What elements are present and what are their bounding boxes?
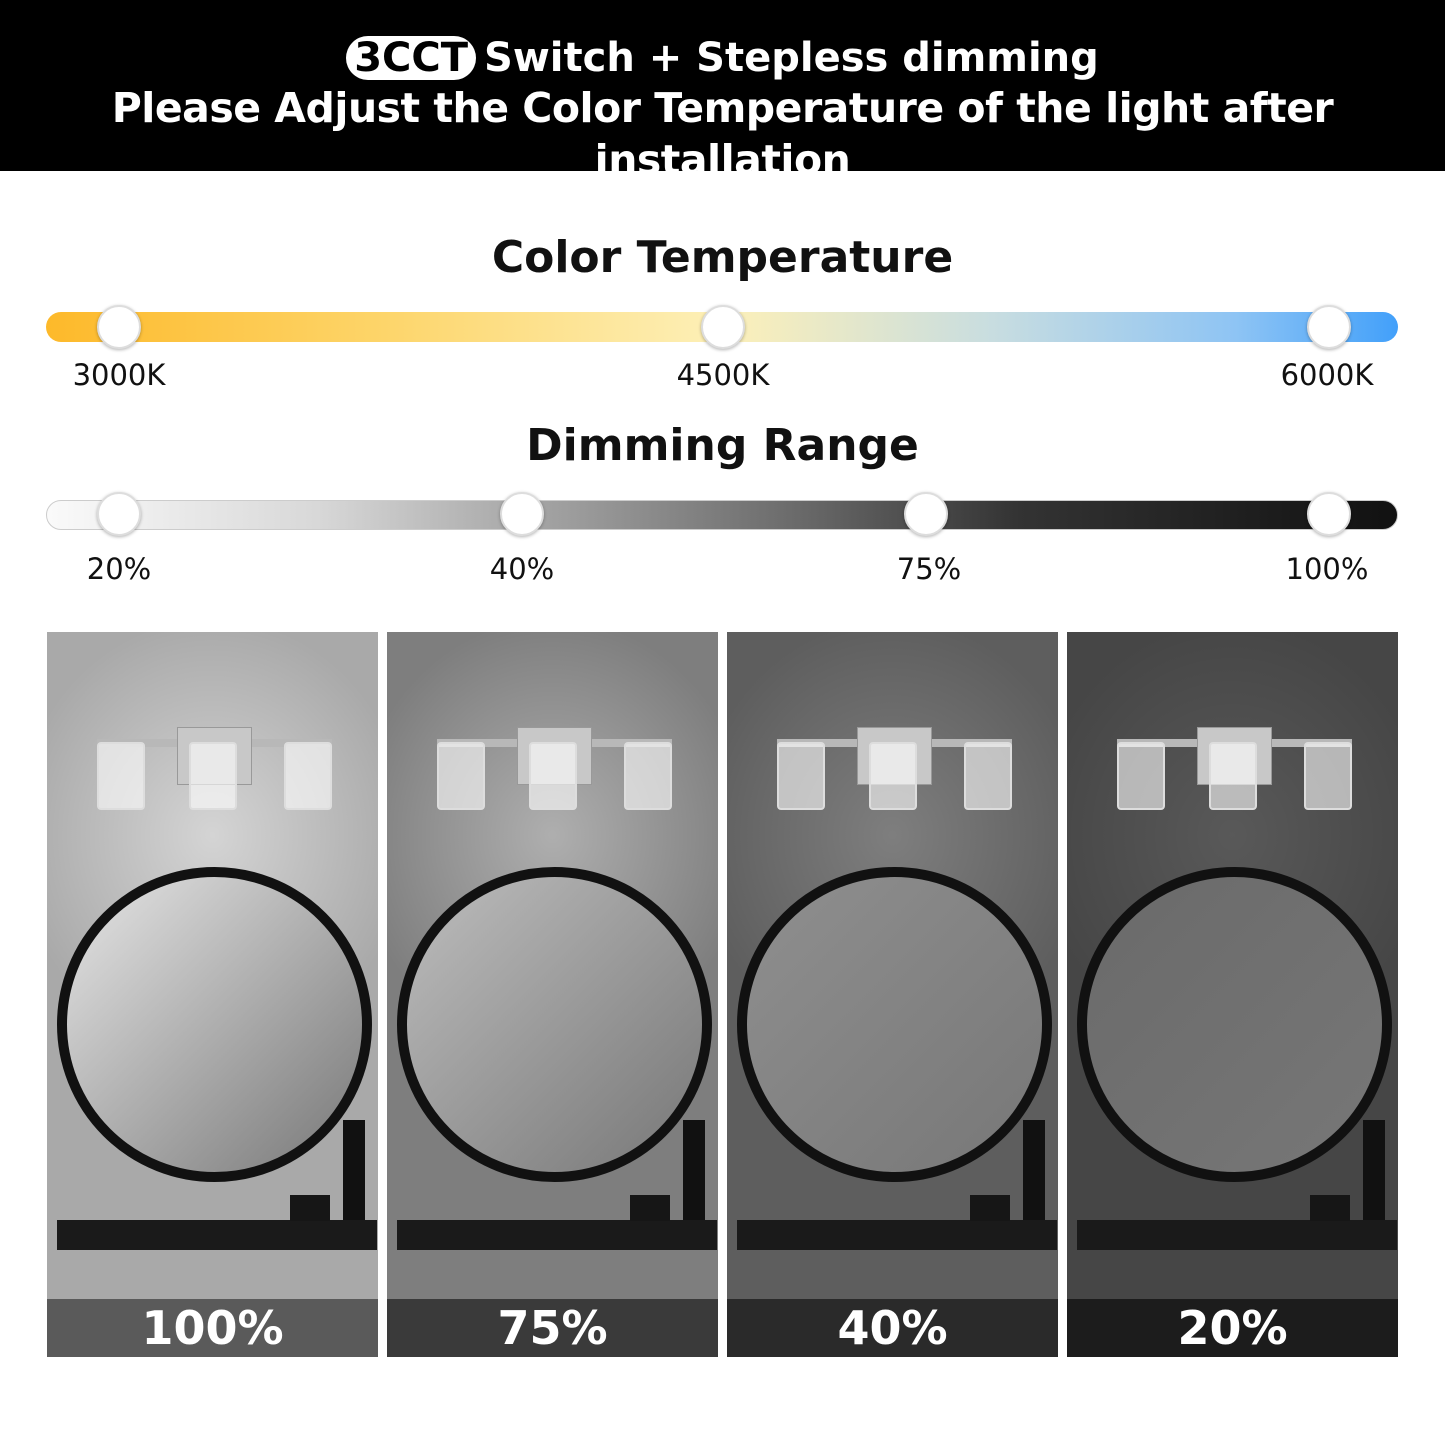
brightness-label: 100% <box>47 1299 378 1357</box>
jar <box>630 1195 670 1221</box>
color-temp-knob-4500k[interactable] <box>701 305 745 349</box>
color-temp-knob-3000k[interactable] <box>97 305 141 349</box>
vanity-light-fixture <box>1117 727 1352 812</box>
label-4500k: 4500K <box>676 358 770 392</box>
dim-knob-100[interactable] <box>1307 492 1351 536</box>
header-line-1: 3CCT Switch + Stepless dimming <box>0 32 1445 84</box>
label-20: 20% <box>86 552 152 586</box>
vanity-light-fixture <box>437 727 672 812</box>
brightness-label: 75% <box>387 1299 718 1357</box>
shelf <box>737 1220 1057 1250</box>
header-subtitle: Please Adjust the Color Temperature of t… <box>111 84 1334 184</box>
vanity-light-fixture <box>777 727 1012 812</box>
round-mirror <box>397 867 712 1182</box>
shelf <box>57 1220 377 1250</box>
brightness-photo-panel: 20% <box>1067 632 1398 1357</box>
round-mirror <box>57 867 372 1182</box>
bottle <box>1023 1120 1045 1220</box>
label-100: 100% <box>1285 552 1369 586</box>
brightness-label: 40% <box>727 1299 1058 1357</box>
shelf <box>1077 1220 1397 1250</box>
shelf <box>397 1220 717 1250</box>
brightness-label: 20% <box>1067 1299 1398 1357</box>
label-40: 40% <box>489 552 555 586</box>
brightness-photo-panel: 100% <box>47 632 378 1357</box>
jar <box>970 1195 1010 1221</box>
round-mirror <box>737 867 1052 1182</box>
dim-knob-40[interactable] <box>500 492 544 536</box>
bottle <box>683 1120 705 1220</box>
brightness-photo-panel: 40% <box>727 632 1058 1357</box>
color-temperature-title: Color Temperature <box>491 232 954 283</box>
dim-knob-75[interactable] <box>904 492 948 536</box>
header-banner: 3CCT Switch + Stepless dimming Please Adj… <box>0 0 1445 184</box>
dimming-slider[interactable] <box>46 500 1398 530</box>
vanity-light-fixture <box>97 727 332 812</box>
dimming-range-title: Dimming Range <box>526 420 919 471</box>
header-title: Switch + Stepless dimming <box>484 35 1099 81</box>
bottle <box>1363 1120 1385 1220</box>
label-6000k: 6000K <box>1280 358 1374 392</box>
brightness-photo-panel: 75% <box>387 632 718 1357</box>
round-mirror <box>1077 867 1392 1182</box>
label-3000k: 3000K <box>72 358 166 392</box>
jar <box>1310 1195 1350 1221</box>
3cct-badge: 3CCT <box>346 36 477 80</box>
dim-knob-20[interactable] <box>97 492 141 536</box>
jar <box>290 1195 330 1221</box>
color-temp-knob-6000k[interactable] <box>1307 305 1351 349</box>
bottle <box>343 1120 365 1220</box>
label-75: 75% <box>896 552 962 586</box>
